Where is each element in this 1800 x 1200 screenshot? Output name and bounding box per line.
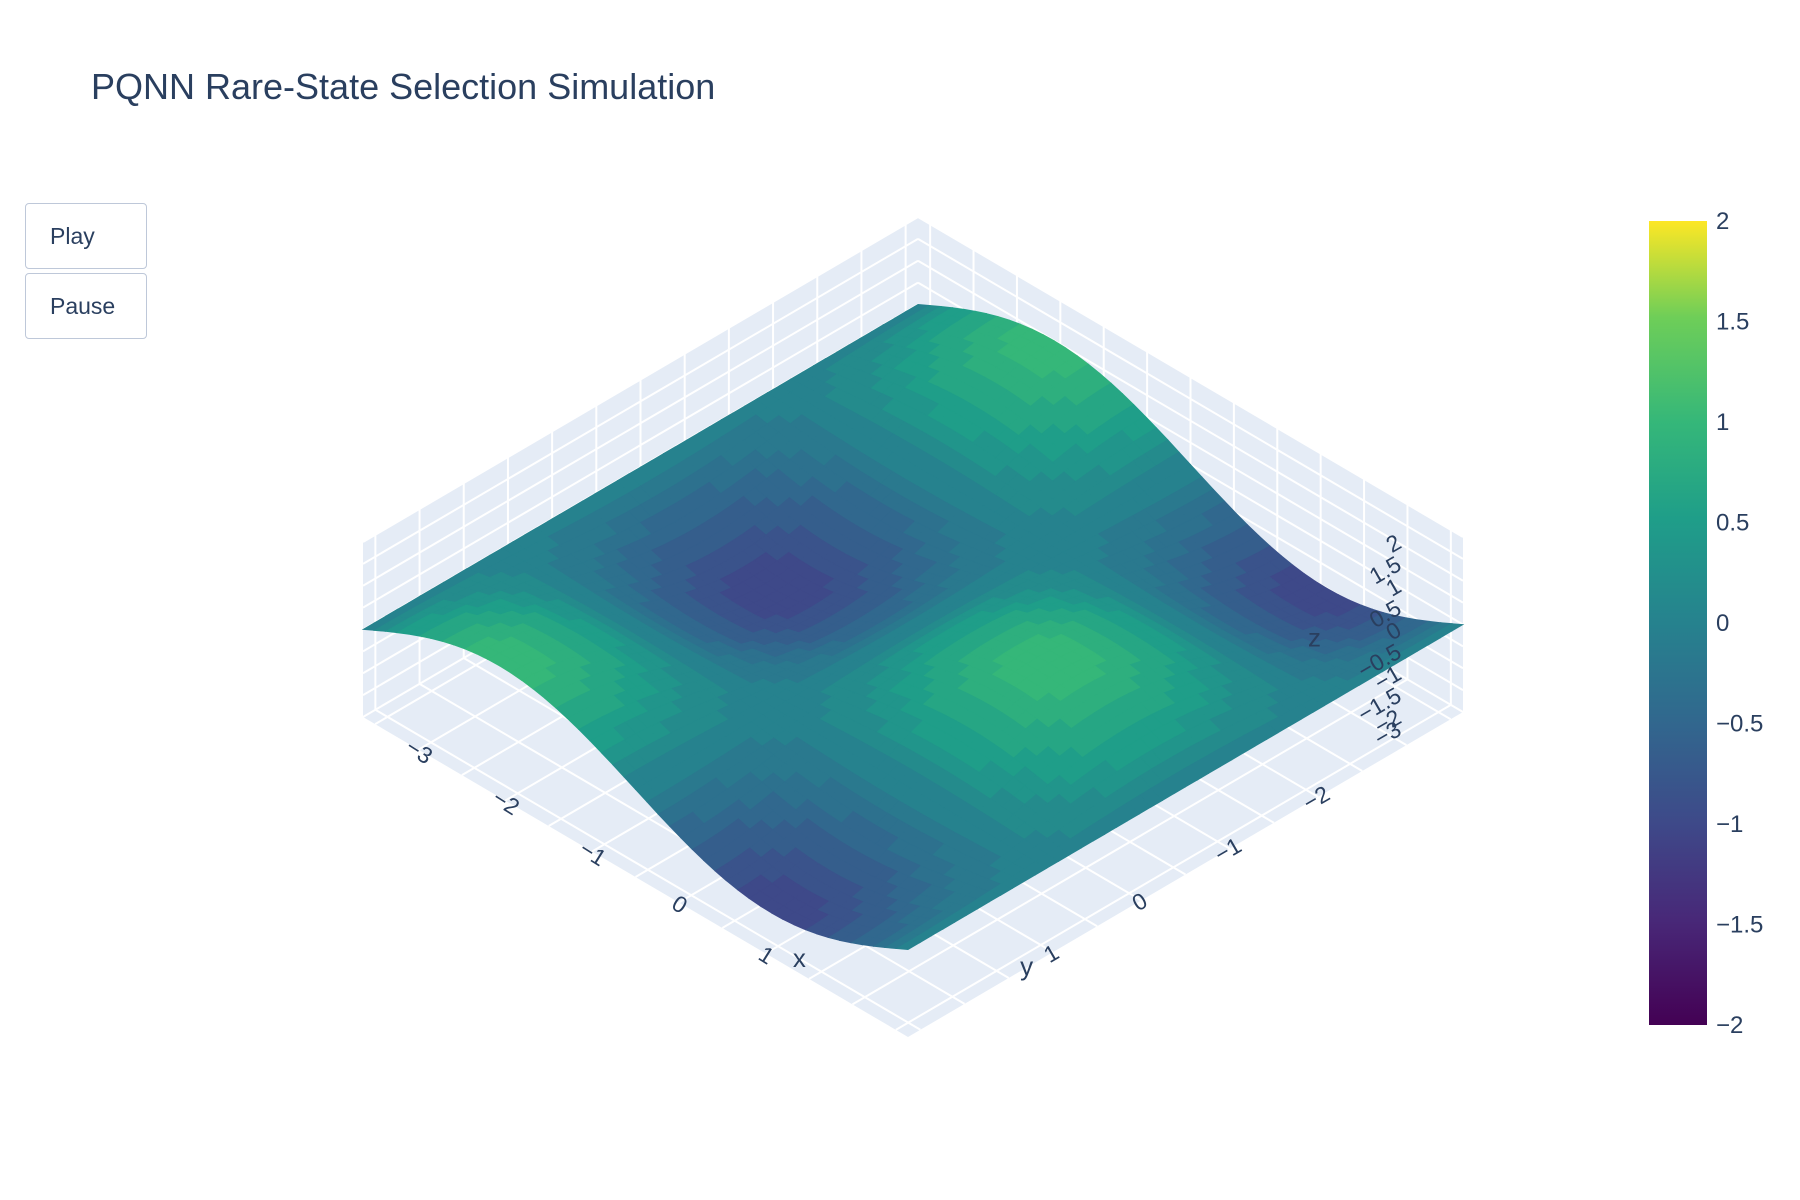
colorbar-tick-label: −2 bbox=[1716, 1012, 1743, 1039]
grid-line bbox=[851, 678, 1408, 1006]
surface-cell bbox=[895, 941, 921, 951]
chart-title: PQNN Rare-State Selection Simulation bbox=[91, 66, 716, 107]
colorbar-gradient bbox=[1649, 221, 1707, 1025]
grid-line bbox=[917, 216, 1464, 538]
grid-line bbox=[917, 259, 1464, 582]
grid-line bbox=[362, 216, 919, 543]
colorbar-ticks: 2 1.5 1 0.5 0 −0.5 −1 −1.5 −2 bbox=[1716, 208, 1763, 1039]
grid-line bbox=[895, 704, 1452, 1031]
colorbar-tick-label: 1.5 bbox=[1716, 309, 1749, 336]
z-axis-title: z bbox=[1308, 622, 1321, 652]
colorbar-tick-label: −1.5 bbox=[1716, 912, 1763, 939]
colorbar-tick-label: 1 bbox=[1716, 409, 1729, 436]
y-axis-title: y bbox=[1020, 951, 1033, 981]
colorbar-tick-label: −0.5 bbox=[1716, 711, 1763, 738]
grid-line bbox=[362, 281, 919, 609]
colorbar: 2 1.5 1 0.5 0 −0.5 −1 −1.5 −2 bbox=[1649, 208, 1763, 1039]
colorbar-tick-label: 0.5 bbox=[1716, 510, 1749, 537]
grid-line bbox=[917, 238, 1464, 560]
grid-line bbox=[362, 259, 919, 587]
grid-line bbox=[362, 238, 919, 565]
x-axis-title: x bbox=[793, 943, 806, 973]
colorbar-tick-label: 0 bbox=[1716, 610, 1729, 637]
scene-3d[interactable]: −3−2−101 −2−101 21.510.50−0.5−1−1.5−2−3 … bbox=[361, 216, 1465, 1037]
play-button[interactable]: Play bbox=[25, 203, 147, 269]
colorbar-tick-label: −1 bbox=[1716, 811, 1743, 838]
surface-mesh bbox=[361, 303, 1465, 951]
colorbar-tick-label: 2 bbox=[1716, 208, 1729, 235]
pause-button[interactable]: Pause bbox=[25, 273, 147, 339]
